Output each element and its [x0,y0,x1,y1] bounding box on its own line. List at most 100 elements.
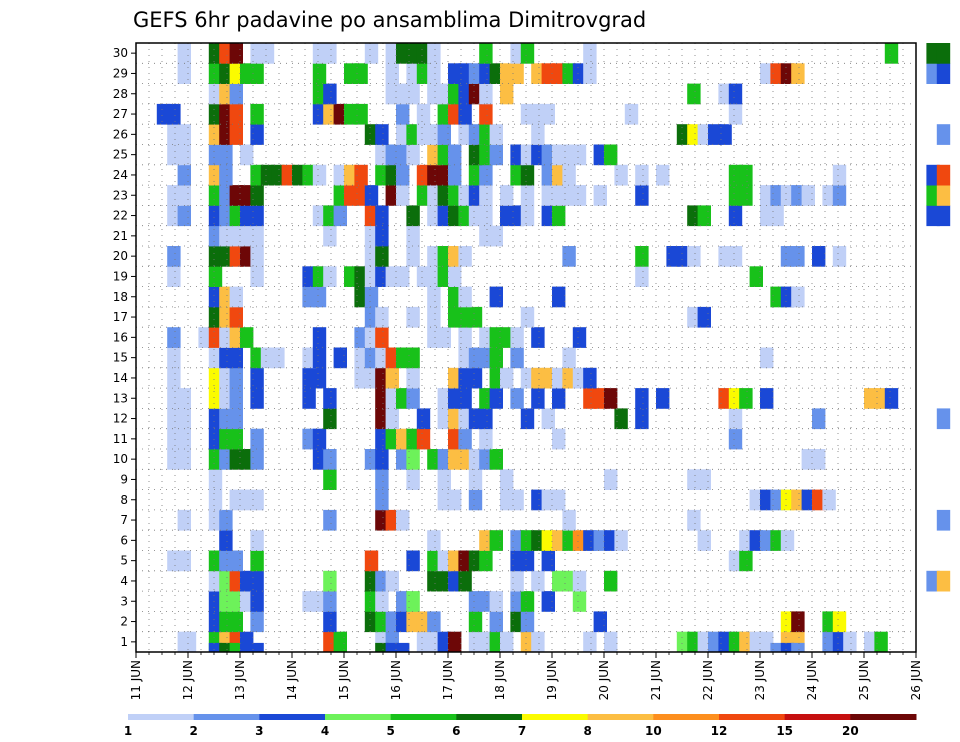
heatmap-cell [458,185,472,206]
heatmap-cell [458,246,472,267]
heatmap-cell [385,63,399,84]
y-tick-label: 4 [120,574,128,588]
heatmap-cell [479,43,493,64]
heatmap-cell [468,449,483,470]
heatmap-cell [396,642,410,653]
heatmap-cell [572,570,587,592]
heatmap-cell [697,306,711,328]
heatmap-cell [822,631,836,653]
x-tick-label: 26 JUN [909,660,923,700]
heatmap-cell [458,428,472,450]
heatmap-cell [208,225,223,247]
heatmap-cell [406,124,420,145]
heatmap-cell [583,63,597,84]
heatmap-cell [468,83,483,105]
heatmap-cell [323,570,337,592]
heatmap-cell [458,367,472,389]
heatmap-cell [167,428,181,450]
heatmap-cell [427,286,441,308]
heatmap-cell [240,63,254,84]
heatmap-cell [510,530,524,551]
heatmap-cell [572,144,587,166]
heatmap-cell [552,489,566,511]
heatmap-cell [323,631,337,653]
heatmap-cell [250,642,264,653]
heatmap-cell [323,408,337,430]
x-tick-label: 18 JUN [493,660,507,700]
heatmap-cell [323,591,337,612]
heatmap-cell [479,631,493,653]
heatmap-cell [406,347,420,369]
heatmap-cell [219,103,233,125]
heatmap-cell [208,185,223,206]
heatmap-cell [739,164,753,186]
heatmap-cell [479,591,493,612]
heatmap-cell [240,185,254,206]
heatmap-cell [552,428,566,450]
heatmap-cell [250,63,264,84]
heatmap-cell [812,449,826,470]
heatmap-cell [323,43,337,64]
heatmap-cell [479,164,493,186]
heatmap-cell [229,642,243,653]
heatmap-cell [760,388,774,409]
heatmap-cell [240,144,254,166]
heatmap-cell [801,449,815,470]
heatmap-cell [791,63,805,84]
heatmap-cell [458,286,472,308]
heatmap-cell [739,550,753,572]
heatmap-cell [780,185,795,206]
y-tick-label: 1 [120,635,128,649]
heatmap-cell [448,103,462,125]
heatmap-cell [406,591,420,612]
heatmap-cell [167,347,181,369]
heatmap-cell [364,43,379,64]
y-axis: 1234567891011121314151617181920212223242… [113,46,136,649]
heatmap-cell [406,469,420,490]
heatmap-cell [427,550,441,572]
heatmap-cell [874,631,888,653]
heatmap-cell [219,530,233,551]
heatmap-cell [396,144,410,166]
heatmap-cell [479,530,493,551]
heatmap-cell [676,124,691,145]
heatmap-cell [468,347,483,369]
heatmap-cell [364,570,379,592]
colorbar-label: 4 [321,724,329,738]
heatmap-cell [312,266,327,287]
heatmap-cell [468,124,483,145]
heatmap-cell [177,144,191,166]
heatmap-cell [500,185,514,206]
colorbar-swatch [784,714,851,720]
heatmap-cell [208,489,223,511]
heatmap-cell [936,205,951,227]
heatmap-cell [271,164,285,186]
heatmap-cell [240,591,254,612]
heatmap-cell [229,327,243,348]
heatmap-cell [500,489,514,511]
y-tick-label: 29 [113,66,128,80]
heatmap-cell [427,306,441,328]
heatmap-cell [822,611,836,633]
heatmap-cell [364,327,379,348]
y-tick-label: 11 [113,432,128,446]
heatmap-cell [427,570,441,592]
heatmap-cell [250,124,264,145]
colorbar-swatch [653,714,720,720]
heatmap-cell [344,185,358,206]
heatmap-cell [219,642,233,653]
heatmap-cell [396,509,410,531]
colorbar-label: 12 [711,724,728,738]
heatmap-cell [344,63,358,84]
heatmap-cell [489,144,503,166]
heatmap-cell [510,489,524,511]
y-tick-label: 13 [113,391,128,405]
heatmap-cell [385,611,399,633]
heatmap-cell [208,347,223,369]
heatmap-cell [427,449,441,470]
heatmap-cell [510,43,524,64]
heatmap-cell [229,550,243,572]
heatmap-cell [448,550,462,572]
heatmap-cell [448,83,462,105]
heatmap-cell [229,63,243,84]
